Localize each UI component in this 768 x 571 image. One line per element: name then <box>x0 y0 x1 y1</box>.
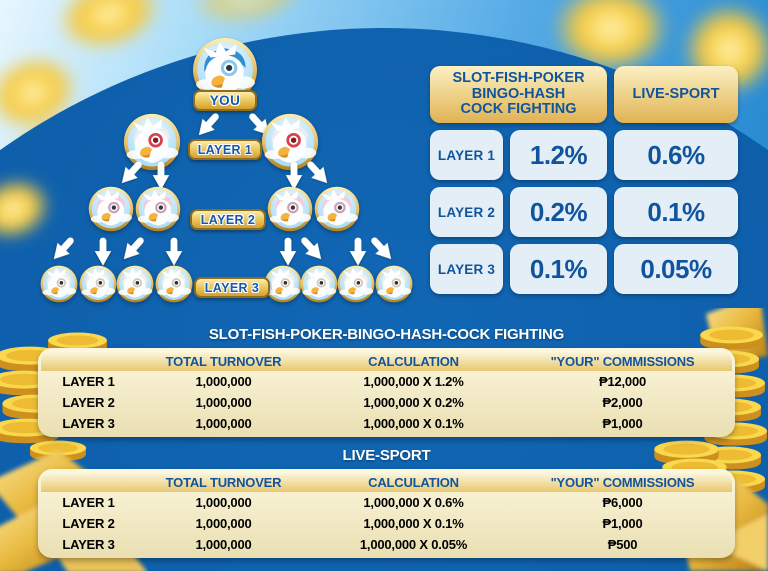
cell-commission: ₱500 <box>607 537 638 552</box>
cell-calculation: 1,000,000 X 0.1% <box>363 516 464 531</box>
rate-card-game-header: SLOT-FISH-POKER BINGO-HASH COCK FIGHTING <box>430 66 607 123</box>
game-commission-section: SLOT-FISH-POKER-BINGO-HASH-COCK FIGHTING… <box>38 326 735 437</box>
rate-card-game-header-line: SLOT-FISH-POKER <box>452 70 585 87</box>
cell-calculation: 1,000,000 X 1.2% <box>363 374 464 389</box>
cell-turnover: 1,000,000 <box>195 495 252 510</box>
cell-commission: ₱1,000 <box>602 416 643 431</box>
cell-calculation: 1,000,000 X 0.2% <box>363 395 464 410</box>
rate-value-sport: 0.05% <box>614 244 738 294</box>
table-row: LAYER 1 1,000,000 1,000,000 X 1.2% ₱12,0… <box>41 371 732 392</box>
you-badge-label: YOU <box>209 93 241 108</box>
avatar-layer3 <box>375 265 413 303</box>
layer1-badge-label: LAYER 1 <box>197 142 253 157</box>
layer1-badge: LAYER 1 <box>188 139 262 160</box>
rate-card-game-header-line: COCK FIGHTING <box>460 101 577 118</box>
cell-layer: LAYER 1 <box>62 495 115 510</box>
cell-turnover: 1,000,000 <box>195 516 252 531</box>
cell-turnover: 1,000,000 <box>195 416 252 431</box>
cell-turnover: 1,000,000 <box>195 374 252 389</box>
rate-value-game: 0.2% <box>510 187 607 237</box>
cell-commission: ₱6,000 <box>602 495 643 510</box>
rate-row-layer-label: LAYER 1 <box>430 130 503 180</box>
cell-commission: ₱2,000 <box>602 395 643 410</box>
cell-turnover: 1,000,000 <box>195 395 252 410</box>
cell-layer: LAYER 2 <box>62 516 115 531</box>
blurred-ribbon-decoration <box>47 0 171 64</box>
blurred-streak-decoration <box>186 0 309 34</box>
rate-card-sport-header-label: LIVE-SPORT <box>632 85 720 102</box>
cell-turnover: 1,000,000 <box>195 537 252 552</box>
table-title: SLOT-FISH-POKER-BINGO-HASH-COCK FIGHTING <box>208 326 565 343</box>
arrow-down-icon <box>92 237 114 267</box>
table-row: LAYER 3 1,000,000 1,000,000 X 0.05% ₱500 <box>41 534 732 555</box>
cell-layer: LAYER 3 <box>62 416 115 431</box>
table-row: LAYER 3 1,000,000 1,000,000 X 0.1% ₱1,00… <box>41 413 732 434</box>
avatar-layer3 <box>116 265 154 303</box>
layer2-badge: LAYER 2 <box>190 209 266 230</box>
table-header-row: TOTAL TURNOVER CALCULATION "YOUR" COMMIS… <box>41 351 732 371</box>
arrow-down-icon <box>163 237 185 267</box>
avatar-layer2 <box>314 186 360 232</box>
header-total-turnover: TOTAL TURNOVER <box>165 353 282 369</box>
header-your-commissions: "YOUR" COMMISSIONS <box>550 474 695 490</box>
rate-value-game: 0.1% <box>510 244 607 294</box>
cell-calculation: 1,000,000 X 0.6% <box>363 495 464 510</box>
cell-layer: LAYER 1 <box>62 374 115 389</box>
cell-calculation: 1,000,000 X 0.1% <box>363 416 464 431</box>
table-row: LAYER 1 1,000,000 1,000,000 X 0.6% ₱6,00… <box>41 492 732 513</box>
header-calculation: CALCULATION <box>368 353 459 369</box>
rate-value-sport: 0.1% <box>614 187 738 237</box>
cell-commission: ₱12,000 <box>598 374 647 389</box>
cell-commission: ₱1,000 <box>602 516 643 531</box>
arrow-down-icon <box>347 237 369 267</box>
layer3-badge-label: LAYER 3 <box>204 280 260 295</box>
layer2-badge-label: LAYER 2 <box>200 212 256 227</box>
avatar-layer3 <box>40 265 78 303</box>
table-row: LAYER 2 1,000,000 1,000,000 X 0.1% ₱1,00… <box>41 513 732 534</box>
rate-card-sport-header: LIVE-SPORT <box>614 66 738 123</box>
rate-row-layer-label: LAYER 3 <box>430 244 503 294</box>
rate-row-layer-label: LAYER 2 <box>430 187 503 237</box>
rate-card-game-header-line: BINGO-HASH <box>471 85 566 102</box>
rate-value-sport: 0.6% <box>614 130 738 180</box>
cell-layer: LAYER 3 <box>62 537 115 552</box>
header-your-commissions: "YOUR" COMMISSIONS <box>550 353 695 369</box>
avatar-layer2 <box>135 186 181 232</box>
commission-rate-card: SLOT-FISH-POKER BINGO-HASH COCK FIGHTING… <box>430 66 738 294</box>
cell-layer: LAYER 2 <box>62 395 115 410</box>
table-title: LIVE-SPORT <box>342 447 431 464</box>
avatar-layer3 <box>155 265 193 303</box>
layer3-badge: LAYER 3 <box>194 277 270 298</box>
you-badge: YOU <box>193 90 257 111</box>
game-commission-table: TOTAL TURNOVER CALCULATION "YOUR" COMMIS… <box>38 348 735 437</box>
avatar-layer2 <box>267 186 313 232</box>
avatar-layer2 <box>88 186 134 232</box>
sport-commission-table: TOTAL TURNOVER CALCULATION "YOUR" COMMIS… <box>38 469 735 558</box>
avatar-layer3 <box>337 265 375 303</box>
rate-value-game: 1.2% <box>510 130 607 180</box>
table-header-row: TOTAL TURNOVER CALCULATION "YOUR" COMMIS… <box>41 472 732 492</box>
avatar-layer3 <box>300 265 338 303</box>
header-total-turnover: TOTAL TURNOVER <box>165 474 282 490</box>
header-calculation: CALCULATION <box>368 474 459 490</box>
cell-calculation: 1,000,000 X 0.05% <box>359 537 468 552</box>
table-row: LAYER 2 1,000,000 1,000,000 X 0.2% ₱2,00… <box>41 392 732 413</box>
sport-commission-section: LIVE-SPORT TOTAL TURNOVER CALCULATION "Y… <box>38 447 735 558</box>
arrow-down-icon <box>277 237 299 267</box>
avatar-layer3 <box>79 265 117 303</box>
